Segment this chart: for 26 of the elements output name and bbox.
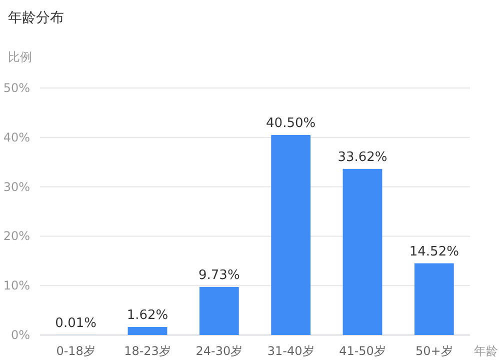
data-label: 33.62% (338, 150, 388, 165)
y-tick-label: 0% (10, 328, 30, 342)
y-tick-label: 20% (3, 229, 30, 244)
bar (271, 134, 311, 335)
y-tick-label: 40% (3, 130, 30, 144)
chart-title: 年龄分布 (8, 10, 64, 26)
data-label: 9.73% (198, 268, 240, 283)
y-axis-title: 比例 (8, 50, 32, 64)
data-label: 40.50% (266, 116, 316, 131)
data-label: 14.52% (409, 244, 459, 260)
bar (199, 286, 239, 335)
x-axis-title: 年龄 (474, 344, 498, 358)
data-label: 1.62% (126, 308, 168, 323)
y-tick-label: 10% (3, 278, 30, 293)
y-tick-label: 50% (3, 81, 30, 95)
data-label: 0.01% (55, 316, 96, 331)
x-tick-label: 18-23岁 (124, 344, 171, 358)
bar (128, 326, 168, 335)
x-tick-label: 24-30岁 (196, 344, 243, 358)
x-tick-label: 41-50岁 (339, 344, 386, 358)
bar (342, 168, 382, 335)
y-tick-label: 30% (3, 180, 30, 194)
x-tick-label: 31-40岁 (267, 344, 314, 358)
bar (414, 263, 454, 335)
x-tick-label: 0-18岁 (56, 344, 96, 358)
x-tick-label: 50+岁 (416, 344, 453, 358)
